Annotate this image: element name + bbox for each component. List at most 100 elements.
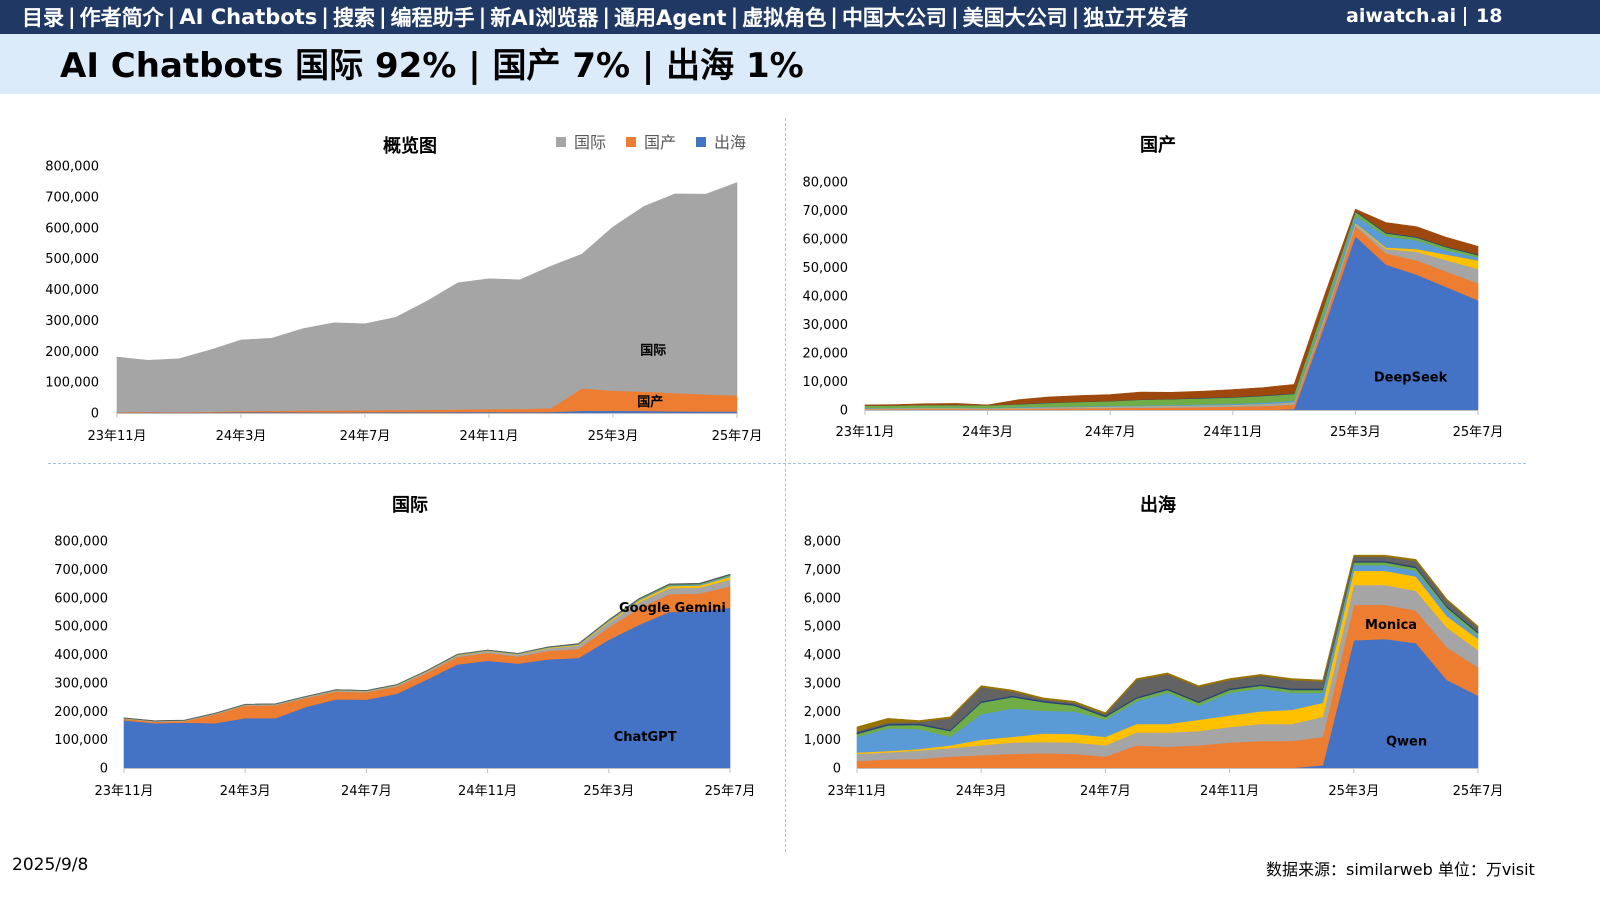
page-number: 18 bbox=[1476, 5, 1503, 27]
y-tick-label: 0 bbox=[840, 404, 848, 419]
y-tick-label: 400,000 bbox=[54, 648, 108, 663]
legend-swatch bbox=[696, 137, 706, 147]
x-tick-label: 25年7月 bbox=[712, 429, 763, 444]
nav-separator: | bbox=[167, 5, 176, 29]
nav-separator: | bbox=[950, 5, 959, 29]
y-tick-label: 100,000 bbox=[45, 376, 99, 391]
footer-source: 数据来源：similarweb 单位：万visit bbox=[1266, 860, 1535, 879]
footer-date: 2025/9/8 bbox=[12, 855, 89, 875]
y-tick-label: 0 bbox=[833, 762, 841, 777]
x-tick-label: 24年7月 bbox=[1085, 425, 1136, 440]
x-tick-label: 25年3月 bbox=[1328, 784, 1379, 799]
x-tick-label: 23年11月 bbox=[87, 429, 146, 444]
y-tick-label: 200,000 bbox=[54, 705, 108, 720]
y-tick-label: 50,000 bbox=[803, 261, 849, 276]
nav-item-1[interactable]: 作者简介 bbox=[79, 6, 164, 30]
area-series-8 bbox=[856, 554, 1479, 732]
nav-separator: | bbox=[478, 5, 487, 29]
x-tick-label: 24年11月 bbox=[1203, 425, 1262, 440]
x-tick-label: 24年11月 bbox=[459, 429, 518, 444]
chart-title: 出海 bbox=[1140, 494, 1176, 516]
y-tick-label: 60,000 bbox=[803, 233, 849, 248]
y-tick-label: 5,000 bbox=[804, 620, 841, 635]
nav-item-9[interactable]: 美国大公司 bbox=[962, 6, 1068, 30]
top-nav-bar bbox=[0, 0, 1600, 34]
y-tick-label: 0 bbox=[91, 407, 99, 422]
chart-title: 国际 bbox=[392, 495, 428, 516]
y-tick-label: 2,000 bbox=[804, 705, 841, 720]
y-tick-label: 1,000 bbox=[804, 733, 841, 748]
x-tick-label: 24年3月 bbox=[216, 429, 267, 444]
x-tick-label: 23年11月 bbox=[827, 784, 886, 799]
y-tick-label: 500,000 bbox=[54, 620, 108, 635]
nav-separator: | bbox=[378, 5, 387, 29]
x-tick-label: 24年11月 bbox=[458, 784, 517, 799]
nav-separator: | bbox=[1071, 5, 1080, 29]
x-tick-label: 25年7月 bbox=[1453, 425, 1504, 440]
nav-separator: | bbox=[68, 5, 76, 29]
area-series-7 bbox=[123, 573, 731, 722]
x-tick-label: 25年7月 bbox=[1453, 784, 1504, 799]
nav-separator: | bbox=[730, 5, 739, 29]
x-tick-label: 24年3月 bbox=[220, 784, 271, 799]
x-tick-label: 24年11月 bbox=[1200, 784, 1259, 799]
y-tick-label: 20,000 bbox=[803, 347, 849, 362]
y-tick-label: 300,000 bbox=[54, 676, 108, 691]
title-bar bbox=[0, 34, 1600, 94]
nav-menu: 目录 | 作者简介 | AI Chatbots | 搜索 | 编程助手 | 新AI浏览器 | 通用Age… bbox=[22, 0, 1188, 34]
page-separator bbox=[1464, 7, 1466, 26]
y-tick-label: 100,000 bbox=[54, 733, 108, 748]
nav-item-2[interactable]: AI Chatbots bbox=[179, 5, 318, 29]
y-tick-label: 7,000 bbox=[804, 563, 841, 578]
nav-item-0[interactable]: 目录 bbox=[22, 6, 64, 30]
nav-item-4[interactable]: 编程助手 bbox=[390, 6, 475, 30]
x-tick-label: 24年7月 bbox=[341, 784, 392, 799]
nav-item-7[interactable]: 虚拟角色 bbox=[742, 6, 827, 30]
series-annotation: Google Gemini bbox=[619, 601, 726, 616]
legend-label: 出海 bbox=[714, 133, 746, 152]
x-tick-label: 23年11月 bbox=[835, 425, 894, 440]
y-tick-label: 10,000 bbox=[803, 375, 849, 390]
x-tick-label: 24年7月 bbox=[1080, 784, 1131, 799]
legend-swatch bbox=[556, 137, 566, 147]
y-tick-label: 4,000 bbox=[804, 648, 841, 663]
y-tick-label: 0 bbox=[100, 762, 108, 777]
x-tick-label: 25年3月 bbox=[583, 784, 634, 799]
x-tick-label: 24年3月 bbox=[962, 425, 1013, 440]
y-tick-label: 3,000 bbox=[804, 676, 841, 691]
legend-label: 国产 bbox=[644, 133, 676, 152]
x-tick-label: 25年3月 bbox=[588, 429, 639, 444]
y-tick-label: 70,000 bbox=[803, 204, 849, 219]
x-tick-label: 24年7月 bbox=[340, 429, 391, 444]
y-tick-label: 6,000 bbox=[804, 591, 841, 606]
site-name[interactable]: aiwatch.ai bbox=[1346, 5, 1457, 27]
legend-swatch bbox=[626, 137, 636, 147]
y-tick-label: 800,000 bbox=[45, 160, 99, 175]
nav-separator: | bbox=[830, 5, 838, 29]
y-tick-label: 80,000 bbox=[803, 176, 849, 191]
y-tick-label: 600,000 bbox=[45, 221, 99, 236]
horizontal-divider bbox=[48, 463, 1526, 464]
y-tick-label: 400,000 bbox=[45, 283, 99, 298]
y-tick-label: 300,000 bbox=[45, 314, 99, 329]
nav-separator: | bbox=[602, 5, 611, 29]
nav-item-6[interactable]: 通用Agent bbox=[614, 6, 727, 30]
legend-label: 国际 bbox=[574, 133, 606, 152]
y-tick-label: 30,000 bbox=[803, 318, 849, 333]
y-tick-label: 200,000 bbox=[45, 345, 99, 360]
nav-item-5[interactable]: 新AI浏览器 bbox=[490, 6, 599, 30]
area-series-7 bbox=[864, 208, 1479, 407]
nav-item-8[interactable]: 中国大公司 bbox=[841, 6, 947, 30]
y-tick-label: 800,000 bbox=[54, 535, 108, 550]
area-series-2 bbox=[116, 182, 738, 413]
y-tick-label: 8,000 bbox=[804, 535, 841, 550]
nav-item-10[interactable]: 独立开发者 bbox=[1083, 6, 1189, 30]
page-title: AI Chatbots 国际 92% | 国产 7% | 出海 1% bbox=[60, 46, 804, 86]
y-tick-label: 40,000 bbox=[803, 290, 849, 305]
nav-item-3[interactable]: 搜索 bbox=[332, 6, 375, 30]
y-tick-label: 600,000 bbox=[54, 591, 108, 606]
vertical-divider bbox=[785, 118, 786, 852]
series-annotation: 国际 bbox=[640, 343, 666, 358]
